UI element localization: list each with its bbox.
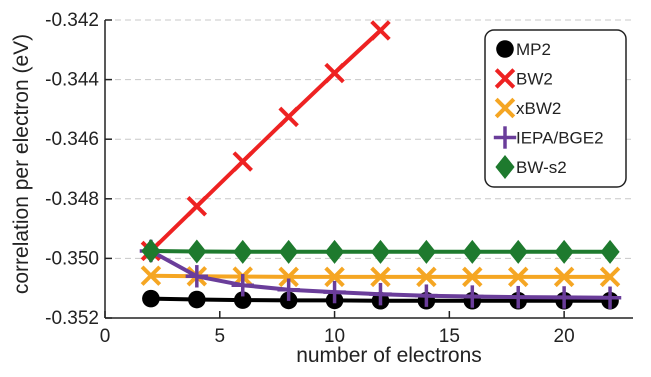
series-bw2 — [140, 20, 391, 262]
series-3-point-2 — [231, 274, 254, 297]
series-4-point-10 — [600, 239, 620, 264]
series-2-point-3 — [278, 266, 299, 288]
legend: MP2 BW2 xBW2 IEPA/BGE2 BW-s2 — [484, 29, 627, 188]
x-tick-label-2: 10 — [324, 326, 345, 347]
series-1-point-3-stroke-b — [278, 106, 299, 128]
series-4-point-9 — [554, 239, 574, 264]
series-0-point-2 — [233, 291, 252, 309]
y-tick-label-2: -0.348 — [45, 189, 99, 210]
series-1-point-5 — [370, 20, 391, 41]
legend-label-4: BW-s2 — [516, 158, 567, 177]
x-tick-label-4: 20 — [554, 326, 575, 347]
legend-marker-1 — [494, 68, 516, 89]
series-4-point-2 — [233, 239, 253, 264]
series-iepa-bge2 — [139, 239, 622, 309]
x-tick-label-1: 5 — [214, 326, 225, 347]
ticks-layer: -0.352 -0.350 -0.348 -0.346 -0.344 -0.342 0 5 10… — [45, 10, 575, 347]
series-2-point-10 — [599, 266, 621, 288]
series-3-point-8 — [507, 285, 530, 309]
series-4-point-1 — [187, 239, 207, 264]
axes-layer — [104, 20, 633, 319]
series-bw-s2 — [141, 238, 620, 264]
series-2-point-5-stroke-b — [370, 266, 391, 288]
series-1-point-3 — [278, 106, 299, 128]
series-1-point-4 — [324, 62, 345, 84]
series-2-point-0 — [140, 265, 162, 286]
legend-label-3: IEPA/BGE2 — [516, 129, 604, 148]
series-2-point-7-stroke-b — [462, 266, 483, 288]
legend-marker-1-stroke-b — [494, 68, 516, 89]
series-4-point-4 — [324, 239, 345, 264]
series-2-point-3-stroke-b — [278, 266, 299, 288]
series-1-point-2 — [232, 151, 253, 172]
legend-item-1: BW2 — [494, 68, 553, 89]
series-3-point-4 — [323, 280, 346, 304]
legend-item-2: xBW2 — [494, 97, 561, 119]
legend-item-3: IEPA/BGE2 — [493, 126, 604, 149]
series-layer — [139, 20, 622, 310]
series-1-point-5-stroke-b — [370, 20, 391, 41]
series-4-point-5 — [370, 239, 391, 264]
series-4-point-8 — [508, 239, 528, 264]
series-3-point-6 — [415, 284, 438, 307]
y-tick-label-4: -0.344 — [45, 70, 99, 91]
y-tick-label-0: -0.352 — [45, 308, 99, 329]
x-axis-label: number of electrons — [296, 344, 482, 367]
series-0-point-0 — [142, 289, 160, 308]
series-2-point-4 — [324, 266, 345, 288]
series-line-1 — [149, 28, 382, 253]
legend-marker-4 — [495, 155, 515, 179]
series-xbw2 — [140, 265, 621, 288]
legend-item-4: BW-s2 — [495, 155, 567, 179]
series-2-point-8 — [508, 266, 529, 288]
series-3-point-7 — [461, 285, 484, 308]
series-0-point-1 — [188, 290, 206, 309]
series-2-point-6 — [416, 266, 437, 288]
legend-label-1: BW2 — [516, 70, 553, 89]
series-4-point-6 — [416, 239, 436, 264]
series-3-point-10 — [598, 286, 622, 309]
series-1-point-2-stroke-b — [232, 151, 253, 172]
legend-marker-0 — [496, 40, 514, 58]
series-2-point-9-stroke-b — [553, 266, 575, 288]
series-2-point-9 — [553, 266, 575, 288]
series-2-point-4-stroke-b — [324, 266, 345, 288]
legend-item-0: MP2 — [496, 40, 551, 59]
x-tick-label-3: 15 — [439, 326, 460, 347]
series-3-point-5 — [369, 282, 392, 306]
y-tick-label-1: -0.350 — [45, 248, 99, 269]
series-2-point-10-stroke-b — [599, 266, 621, 288]
y-axis-label: correlation per electron (eV) — [10, 34, 33, 294]
legend-marker-2 — [494, 97, 516, 119]
series-2-point-5 — [370, 266, 391, 288]
legend-marker-3 — [493, 126, 517, 149]
series-1-point-1 — [186, 196, 208, 217]
series-4-point-0 — [141, 238, 161, 263]
legend-marker-2-stroke-b — [494, 97, 516, 119]
y-tick-label-5: -0.342 — [45, 10, 99, 31]
series-3-point-1 — [185, 265, 209, 288]
series-2-point-6-stroke-b — [416, 266, 437, 288]
series-3-point-9 — [552, 286, 576, 309]
legend-items: MP2 BW2 xBW2 IEPA/BGE2 BW-s2 — [493, 40, 604, 179]
series-2-point-8-stroke-b — [508, 266, 529, 288]
series-2-point-0-stroke-b — [140, 265, 162, 286]
legend-box — [484, 29, 627, 188]
series-4-point-7 — [462, 239, 482, 264]
x-tick-label-0: 0 — [100, 326, 111, 347]
series-1-point-1-stroke-b — [186, 196, 208, 217]
series-3-point-3 — [277, 278, 300, 301]
y-tick-label-3: -0.346 — [45, 129, 99, 150]
series-1-point-4-stroke-b — [324, 62, 345, 84]
series-2-point-7 — [462, 266, 483, 288]
legend-label-0: MP2 — [516, 40, 551, 59]
series-4-point-3 — [279, 239, 299, 264]
legend-label-2: xBW2 — [516, 99, 561, 118]
